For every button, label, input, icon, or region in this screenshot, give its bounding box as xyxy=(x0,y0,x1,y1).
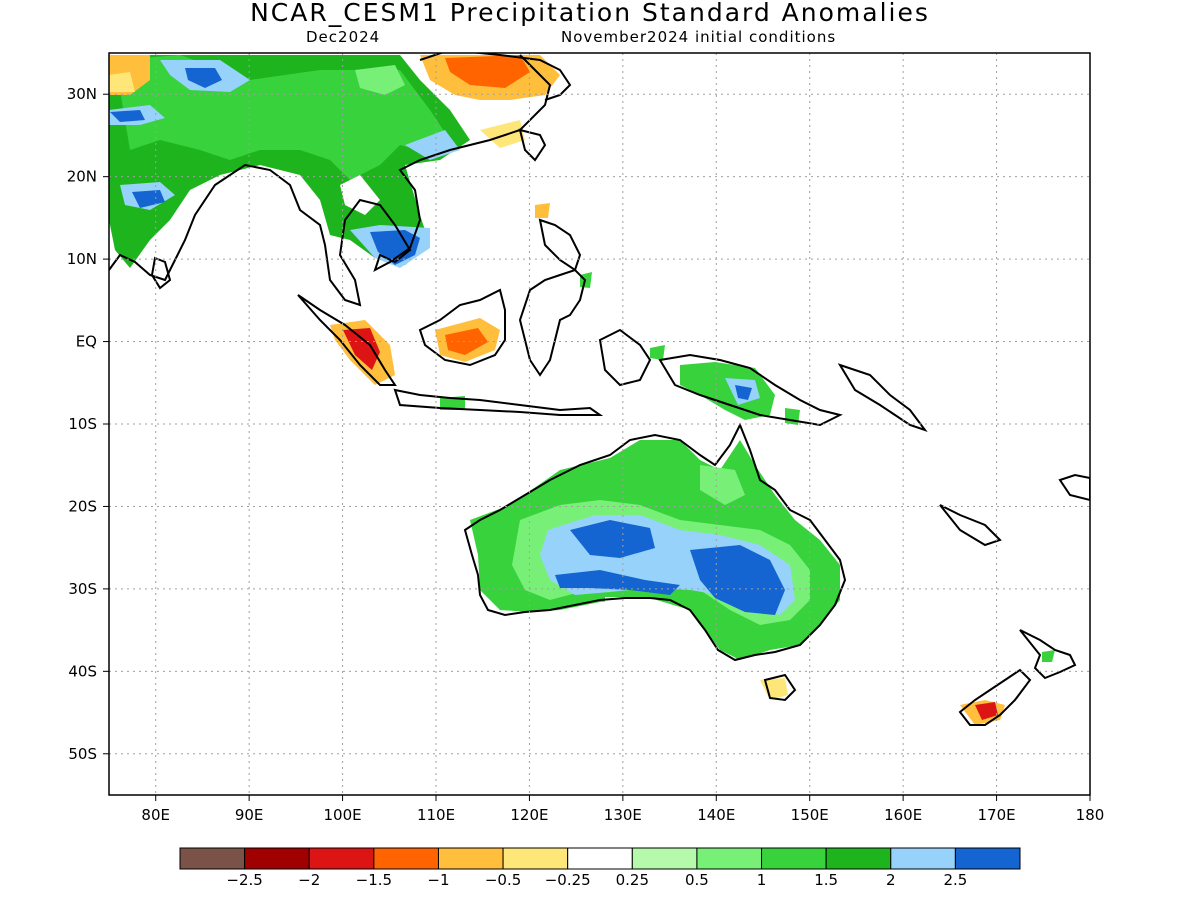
latitude-labels: 30N 20N 10N EQ 10S 20S 30S 40S 50S xyxy=(67,85,109,763)
lat-lon-grid xyxy=(109,53,1090,795)
colorbar-label: −2.5 xyxy=(226,871,262,889)
colorbar-legend: −2.5 −2 −1.5 −1 −0.5 −0.25 0.25 0.5 1 1.5 2 2.5 xyxy=(179,847,1021,889)
colorbar-label: −1 xyxy=(427,871,449,889)
colorbar-label: −2 xyxy=(298,871,320,889)
latitude-label: 20S xyxy=(68,497,97,515)
longitude-label: 180 xyxy=(1076,806,1105,824)
latitude-label: 30S xyxy=(68,580,97,598)
colorbar-swatch xyxy=(244,847,310,870)
colorbar-swatch xyxy=(179,847,246,870)
longitude-label: 110E xyxy=(417,806,455,824)
longitude-label: 160E xyxy=(884,806,922,824)
colorbar-swatch xyxy=(373,847,439,870)
initial-conditions-label: November2024 initial conditions xyxy=(561,28,837,46)
map-title: NCAR_CESM1 Precipitation Standard Anomal… xyxy=(250,0,930,27)
colorbar-label: 1.5 xyxy=(814,871,838,889)
colorbar-label: 0.25 xyxy=(616,871,649,889)
colorbar-label: −1.5 xyxy=(356,871,392,889)
longitude-label: 170E xyxy=(978,806,1016,824)
longitude-label: 150E xyxy=(791,806,829,824)
longitude-label: 120E xyxy=(510,806,548,824)
latitude-label: 30N xyxy=(67,85,97,103)
colorbar-label: −0.5 xyxy=(485,871,521,889)
longitude-label: 140E xyxy=(697,806,735,824)
colorbar-label: 0.5 xyxy=(685,871,709,889)
anomaly-shading xyxy=(109,55,1055,725)
colorbar-swatch xyxy=(437,847,504,870)
colorbar-label: 1 xyxy=(757,871,767,889)
latitude-label: 50S xyxy=(68,745,97,763)
colorbar-swatch xyxy=(890,847,956,870)
colorbar-swatch xyxy=(502,847,569,870)
longitude-label: 130E xyxy=(604,806,642,824)
coastlines xyxy=(109,53,1090,726)
colorbar-swatch xyxy=(567,847,633,870)
colorbar-swatch xyxy=(761,847,827,870)
colorbar-swatch xyxy=(631,847,698,870)
colorbar-swatch xyxy=(954,847,1021,870)
longitude-label: 90E xyxy=(235,806,264,824)
latitude-label: 10N xyxy=(67,250,97,268)
latitude-label: 10S xyxy=(68,415,97,433)
valid-month-label: Dec2024 xyxy=(306,28,381,46)
colorbar-label: −0.25 xyxy=(545,871,591,889)
colorbar-swatch xyxy=(308,847,375,870)
latitude-label: 20N xyxy=(67,168,97,186)
longitude-labels: 80E 90E 100E 110E 120E 130E 140E 150E 160E 170E 18… xyxy=(141,795,1104,824)
colorbar-swatch xyxy=(825,847,892,870)
latitude-label: 40S xyxy=(68,662,97,680)
colorbar-swatch xyxy=(696,847,763,870)
longitude-label: 80E xyxy=(141,806,170,824)
colorbar-label: 2.5 xyxy=(943,871,967,889)
colorbar-label: 2 xyxy=(886,871,896,889)
latitude-label: EQ xyxy=(76,333,97,351)
longitude-label: 100E xyxy=(324,806,362,824)
